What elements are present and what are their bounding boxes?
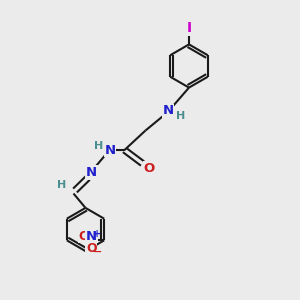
Text: H: H [94,141,103,152]
Text: +: + [93,229,101,239]
Text: N: N [162,104,174,118]
Text: N: N [86,166,97,179]
Text: N: N [104,143,116,157]
Text: O: O [86,242,97,255]
Text: I: I [186,21,192,35]
Text: H: H [58,179,67,190]
Text: N: N [86,230,97,243]
Text: O: O [79,230,89,243]
Text: −: − [93,247,102,257]
Text: H: H [176,110,185,121]
Text: O: O [143,161,155,175]
